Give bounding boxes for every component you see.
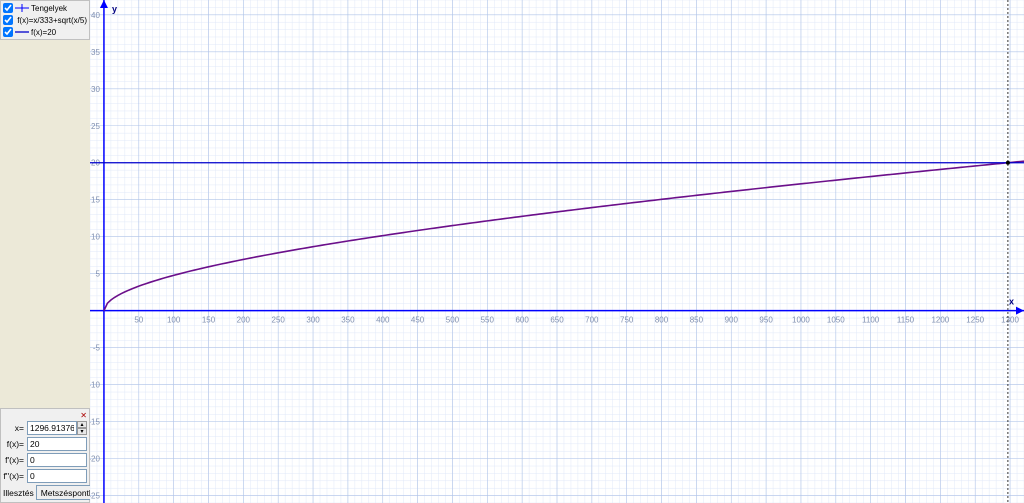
svg-text:750: 750 bbox=[620, 316, 634, 325]
svg-text:50: 50 bbox=[134, 316, 143, 325]
x-spinner[interactable]: ▴ ▾ bbox=[77, 421, 87, 435]
svg-text:30: 30 bbox=[91, 85, 100, 94]
info-panel: ✕ x= ▴ ▾ f(x)= f'(x)= f''(x)= Illesztés … bbox=[0, 408, 90, 503]
svg-text:1250: 1250 bbox=[966, 316, 984, 325]
plot-area[interactable]: x y 50 100 150 200 250 300 350 400 450 500 550 600 650… bbox=[90, 0, 1024, 503]
svg-text:-20: -20 bbox=[90, 455, 100, 464]
svg-text:450: 450 bbox=[411, 316, 425, 325]
series-checkbox[interactable] bbox=[3, 15, 13, 25]
svg-text:1100: 1100 bbox=[862, 316, 880, 325]
svg-text:250: 250 bbox=[272, 316, 286, 325]
fx-label: f(x)= bbox=[3, 439, 27, 449]
series-row: Tengelyek bbox=[3, 2, 87, 14]
svg-text:-5: -5 bbox=[93, 344, 101, 353]
fx-input[interactable] bbox=[27, 437, 87, 451]
svg-text:850: 850 bbox=[690, 316, 704, 325]
svg-text:150: 150 bbox=[202, 316, 216, 325]
fppx-label: f''(x)= bbox=[3, 471, 27, 481]
axes-icon bbox=[15, 4, 29, 12]
series-label: f(x)=20 bbox=[31, 28, 56, 37]
svg-text:1050: 1050 bbox=[827, 316, 845, 325]
series-label: Tengelyek bbox=[31, 4, 67, 13]
series-checkbox[interactable] bbox=[3, 3, 13, 13]
close-icon[interactable]: ✕ bbox=[3, 411, 87, 421]
svg-text:1150: 1150 bbox=[897, 316, 915, 325]
svg-text:35: 35 bbox=[91, 48, 100, 57]
series-checkbox[interactable] bbox=[3, 27, 13, 37]
svg-text:350: 350 bbox=[341, 316, 355, 325]
spin-up-icon[interactable]: ▴ bbox=[77, 421, 87, 428]
fpx-input[interactable] bbox=[27, 453, 87, 467]
svg-text:550: 550 bbox=[481, 316, 495, 325]
svg-text:-25: -25 bbox=[90, 492, 100, 501]
svg-text:10: 10 bbox=[91, 233, 100, 242]
svg-text:25: 25 bbox=[91, 122, 100, 131]
svg-text:700: 700 bbox=[585, 316, 599, 325]
x-label: x= bbox=[3, 423, 27, 433]
snap-label: Illesztés bbox=[3, 488, 34, 498]
svg-text:40: 40 bbox=[91, 11, 100, 20]
svg-text:900: 900 bbox=[725, 316, 739, 325]
spin-down-icon[interactable]: ▾ bbox=[77, 428, 87, 435]
hline-icon bbox=[15, 28, 29, 36]
svg-text:800: 800 bbox=[655, 316, 669, 325]
svg-text:1300: 1300 bbox=[1001, 316, 1019, 325]
svg-text:y: y bbox=[112, 4, 117, 14]
svg-text:1200: 1200 bbox=[931, 316, 949, 325]
svg-text:x: x bbox=[1009, 297, 1014, 307]
svg-text:300: 300 bbox=[306, 316, 320, 325]
fppx-input[interactable] bbox=[27, 469, 87, 483]
svg-text:650: 650 bbox=[550, 316, 564, 325]
series-panel: Tengelyek f(x)=x/333+sqrt(x/5) f(x)=20 bbox=[0, 0, 90, 40]
svg-text:15: 15 bbox=[91, 196, 100, 205]
svg-text:600: 600 bbox=[515, 316, 529, 325]
svg-text:500: 500 bbox=[446, 316, 460, 325]
svg-text:950: 950 bbox=[759, 316, 773, 325]
svg-text:5: 5 bbox=[95, 270, 100, 279]
svg-text:-15: -15 bbox=[90, 418, 100, 427]
svg-text:400: 400 bbox=[376, 316, 390, 325]
svg-text:100: 100 bbox=[167, 316, 181, 325]
fpx-label: f'(x)= bbox=[3, 455, 27, 465]
series-row: f(x)=x/333+sqrt(x/5) bbox=[3, 14, 87, 26]
chart-svg: x y 50 100 150 200 250 300 350 400 450 500 550 600 650… bbox=[90, 0, 1024, 503]
svg-text:1000: 1000 bbox=[792, 316, 810, 325]
x-input[interactable] bbox=[27, 421, 77, 435]
series-label: f(x)=x/333+sqrt(x/5) bbox=[17, 16, 87, 25]
svg-text:200: 200 bbox=[237, 316, 251, 325]
svg-text:-10: -10 bbox=[90, 381, 100, 390]
series-row: f(x)=20 bbox=[3, 26, 87, 38]
